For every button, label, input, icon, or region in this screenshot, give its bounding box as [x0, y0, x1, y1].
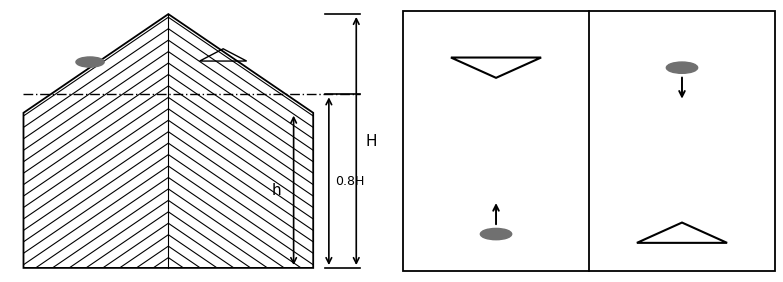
Circle shape	[666, 62, 698, 73]
Text: 0.8H: 0.8H	[335, 175, 365, 188]
Text: h: h	[272, 183, 281, 198]
Circle shape	[480, 228, 512, 240]
Circle shape	[76, 57, 104, 67]
Bar	[403, 11, 775, 271]
Text: H: H	[366, 133, 377, 149]
